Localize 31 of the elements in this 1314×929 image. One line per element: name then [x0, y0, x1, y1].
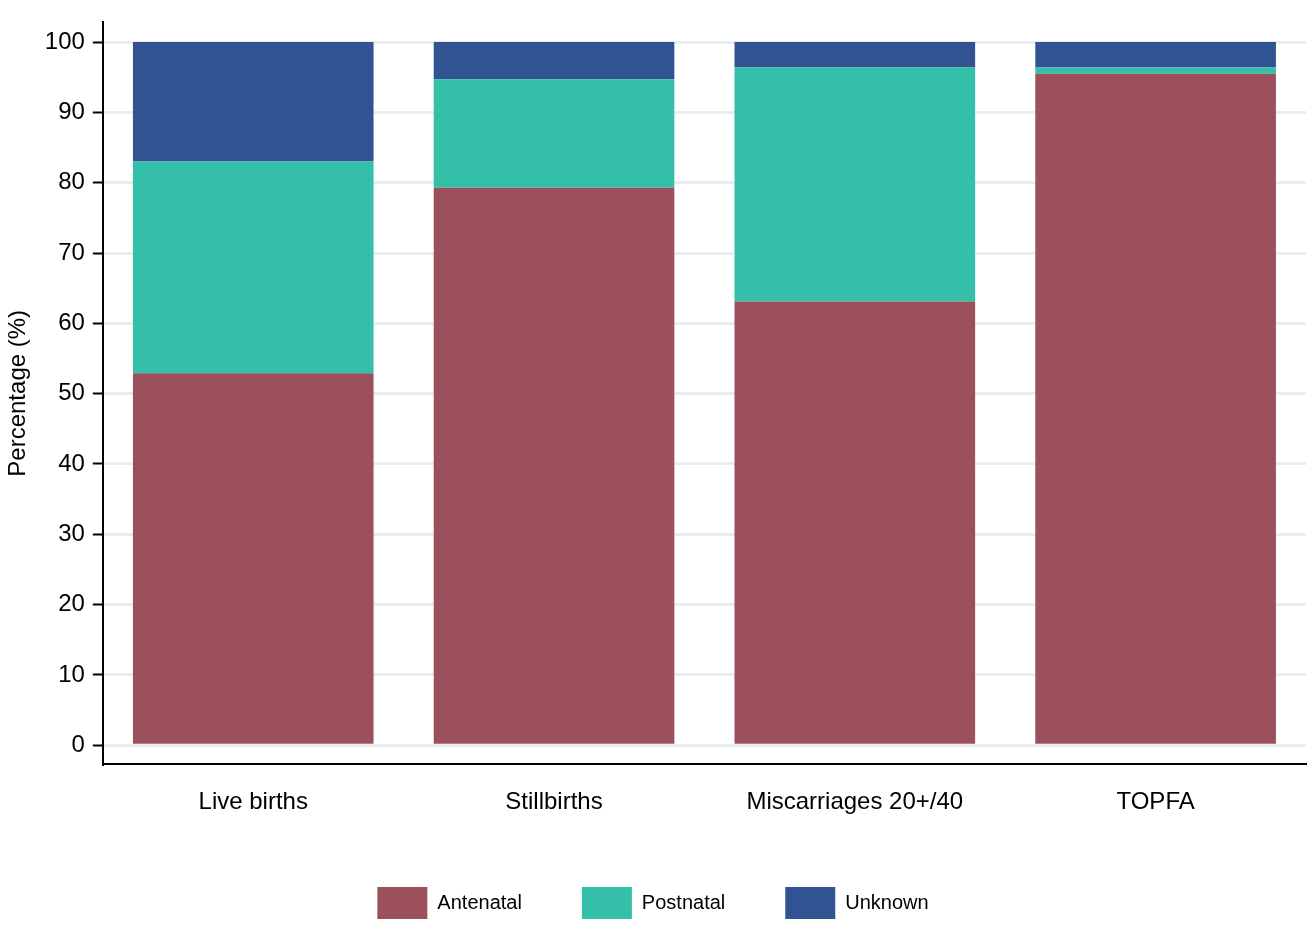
y-tick-label: 20	[58, 589, 85, 617]
legend-label: Unknown	[845, 890, 929, 913]
y-tick-label: 30	[58, 518, 85, 546]
bar	[1035, 67, 1276, 74]
y-tick-label: 0	[71, 729, 85, 757]
bar	[132, 373, 374, 744]
y-tick-label: 50	[58, 378, 85, 406]
legend-label: Antenatal	[437, 890, 522, 913]
x-tick-label: TOPFA	[1116, 787, 1195, 815]
y-axis-title: Percentage (%)	[3, 309, 31, 477]
y-tick-label: 60	[58, 307, 85, 335]
y-tick-label: 90	[58, 97, 85, 125]
bar	[1035, 42, 1276, 68]
bar	[132, 161, 374, 374]
bar	[734, 301, 976, 744]
y-tick-label: 70	[58, 237, 85, 265]
bar	[734, 42, 976, 68]
y-tick-label: 10	[58, 659, 85, 687]
bar	[433, 79, 675, 188]
y-tick-label: 40	[58, 448, 85, 476]
bar	[734, 67, 976, 302]
y-tick-label: 80	[58, 167, 85, 195]
x-tick-label: Live births	[198, 787, 308, 815]
legend-label: Postnatal	[641, 890, 726, 913]
y-tick-label: 100	[44, 26, 85, 54]
x-tick-label: Miscarriages 20+/40	[746, 787, 964, 815]
bar	[433, 42, 675, 80]
x-tick-label: Stillbirths	[505, 787, 603, 815]
bar	[433, 187, 675, 744]
bar	[1035, 73, 1276, 744]
bar	[132, 42, 374, 162]
